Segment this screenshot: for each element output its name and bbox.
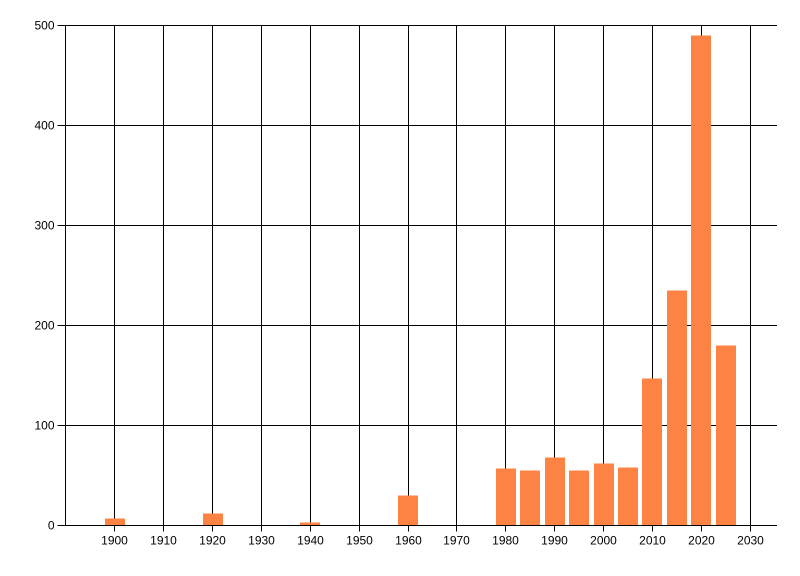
x-tick-label: 2010 <box>639 534 666 548</box>
y-tick-label: 100 <box>34 419 54 433</box>
bar <box>618 467 638 526</box>
bar <box>398 495 418 526</box>
y-tick-label: 0 <box>48 519 55 533</box>
x-tick-label: 1930 <box>248 534 275 548</box>
x-tick-label: 1910 <box>150 534 177 548</box>
bar <box>496 468 516 526</box>
y-tick-label: 400 <box>34 119 54 133</box>
x-tick-label: 1900 <box>101 534 128 548</box>
x-tick-label: 1990 <box>541 534 568 548</box>
y-tick-label: 500 <box>34 19 54 33</box>
x-tick-label: 2000 <box>590 534 617 548</box>
y-tick-label: 200 <box>34 319 54 333</box>
bar <box>569 470 589 526</box>
x-tick-label: 1980 <box>492 534 519 548</box>
bar <box>691 35 711 526</box>
bar <box>667 290 687 526</box>
x-tick-label: 1970 <box>443 534 470 548</box>
x-tick-label: 2020 <box>688 534 715 548</box>
bar <box>520 470 540 526</box>
bar <box>105 518 125 526</box>
x-tick-label: 1950 <box>346 534 373 548</box>
bar <box>642 378 662 526</box>
x-tick-label: 1940 <box>297 534 324 548</box>
bar <box>300 522 320 526</box>
bar <box>203 513 223 526</box>
x-tick-label: 1960 <box>395 534 422 548</box>
bar <box>545 457 565 526</box>
y-tick-label: 300 <box>34 219 54 233</box>
bar <box>716 345 736 526</box>
x-tick-label: 1920 <box>199 534 226 548</box>
bar <box>594 463 614 526</box>
x-tick-label: 2030 <box>737 534 764 548</box>
